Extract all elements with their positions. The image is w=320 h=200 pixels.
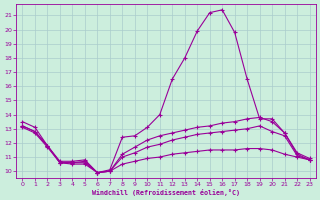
X-axis label: Windchill (Refroidissement éolien,°C): Windchill (Refroidissement éolien,°C) — [92, 189, 240, 196]
